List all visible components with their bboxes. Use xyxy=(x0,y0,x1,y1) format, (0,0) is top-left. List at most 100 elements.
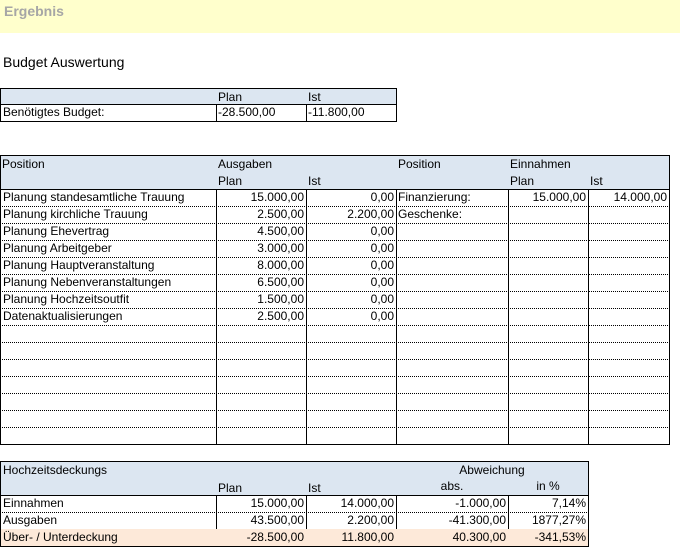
value-cell xyxy=(588,274,670,292)
column-header: in % xyxy=(508,478,589,496)
value-cell: -28.500,00 xyxy=(216,104,307,122)
row-label xyxy=(396,257,509,275)
column-header: Plan xyxy=(510,174,535,188)
value-cell: 40.300,00 xyxy=(396,529,509,547)
value-cell: 2.200,00 xyxy=(306,512,397,530)
row-label: Planung standesamtliche Trauung xyxy=(0,189,217,207)
row-label xyxy=(0,427,217,445)
value-cell: 2.500,00 xyxy=(216,206,307,224)
value-cell: 2.500,00 xyxy=(216,308,307,326)
value-cell xyxy=(588,206,670,224)
value-cell xyxy=(508,206,589,224)
value-cell xyxy=(588,257,670,275)
value-cell: 4.500,00 xyxy=(216,223,307,241)
value-cell xyxy=(216,410,307,428)
value-cell: 8.000,00 xyxy=(216,257,307,275)
value-cell xyxy=(508,359,589,377)
row-label xyxy=(396,223,509,241)
value-cell xyxy=(306,410,397,428)
row-label xyxy=(396,325,509,343)
value-cell: -41.300,00 xyxy=(396,512,509,530)
value-cell: 2.200,00 xyxy=(306,206,397,224)
column-header: Abweichung xyxy=(396,461,589,479)
row-label xyxy=(396,393,509,411)
value-cell: 43.500,00 xyxy=(216,512,307,530)
row-label xyxy=(396,291,509,309)
row-label: Über- / Unterdeckung xyxy=(0,529,217,547)
value-cell xyxy=(216,393,307,411)
value-cell: 0,00 xyxy=(306,274,397,292)
value-cell xyxy=(588,325,670,343)
row-label: Planung Hauptveranstaltung xyxy=(0,257,217,275)
value-cell: 15.000,00 xyxy=(216,189,307,207)
row-label xyxy=(0,359,217,377)
column-header: Einnahmen xyxy=(510,157,571,171)
row-label: Planung Ehevertrag xyxy=(0,223,217,241)
row-label: Geschenke: xyxy=(396,206,509,224)
subtitle: Budget Auswertung xyxy=(3,54,125,70)
value-cell xyxy=(216,342,307,360)
header-cell xyxy=(0,88,217,105)
value-cell xyxy=(508,376,589,394)
value-cell: 7,14% xyxy=(508,495,589,513)
row-label xyxy=(0,325,217,343)
value-cell xyxy=(306,359,397,377)
value-cell: 0,00 xyxy=(306,308,397,326)
value-cell xyxy=(306,393,397,411)
column-header: Plan xyxy=(216,461,307,496)
value-cell xyxy=(508,427,589,445)
row-label: Finanzierung: xyxy=(396,189,509,207)
page-title: Ergebnis xyxy=(4,3,64,19)
row-label xyxy=(0,342,217,360)
value-cell: -11.800,00 xyxy=(306,104,397,122)
value-cell: 1877,27% xyxy=(508,512,589,530)
value-cell xyxy=(588,240,670,258)
row-label: Ausgaben xyxy=(0,512,217,530)
value-cell xyxy=(306,376,397,394)
value-cell xyxy=(306,427,397,445)
value-cell: 1.500,00 xyxy=(216,291,307,309)
value-cell xyxy=(216,427,307,445)
row-label xyxy=(396,274,509,292)
value-cell: -1.000,00 xyxy=(396,495,509,513)
value-cell xyxy=(588,410,670,428)
header-cell xyxy=(396,155,509,190)
row-label: Planung Nebenveranstaltungen xyxy=(0,274,217,292)
column-header: Plan xyxy=(218,174,243,188)
value-cell xyxy=(306,342,397,360)
row-label xyxy=(396,427,509,445)
value-cell xyxy=(508,223,589,241)
row-label: Planung Hochzeitsoutfit xyxy=(0,291,217,309)
column-header: Position xyxy=(398,157,441,171)
column-header: abs. xyxy=(396,478,509,496)
value-cell: 0,00 xyxy=(306,189,397,207)
value-cell: 15.000,00 xyxy=(508,189,589,207)
column-header: Position xyxy=(2,157,45,171)
row-label xyxy=(396,410,509,428)
value-cell: 14.000,00 xyxy=(306,495,397,513)
value-cell xyxy=(508,342,589,360)
column-header: Ist xyxy=(306,461,397,496)
value-cell xyxy=(508,308,589,326)
value-cell xyxy=(508,291,589,309)
value-cell: 3.000,00 xyxy=(216,240,307,258)
row-label xyxy=(0,376,217,394)
column-header: Plan xyxy=(216,88,307,105)
column-header: Hochzeitsdeckungs xyxy=(0,461,217,496)
value-cell xyxy=(588,359,670,377)
column-header: Ist xyxy=(590,174,603,188)
row-label xyxy=(0,393,217,411)
value-cell xyxy=(588,427,670,445)
column-header: Ausgaben xyxy=(218,157,273,171)
value-cell xyxy=(216,359,307,377)
row-label: Planung Arbeitgeber xyxy=(0,240,217,258)
row-label xyxy=(396,308,509,326)
value-cell: -28.500,00 xyxy=(216,529,307,547)
header-cell xyxy=(588,155,670,190)
value-cell xyxy=(508,274,589,292)
value-cell xyxy=(588,223,670,241)
value-cell xyxy=(306,325,397,343)
value-cell xyxy=(588,342,670,360)
value-cell: 14.000,00 xyxy=(588,189,670,207)
